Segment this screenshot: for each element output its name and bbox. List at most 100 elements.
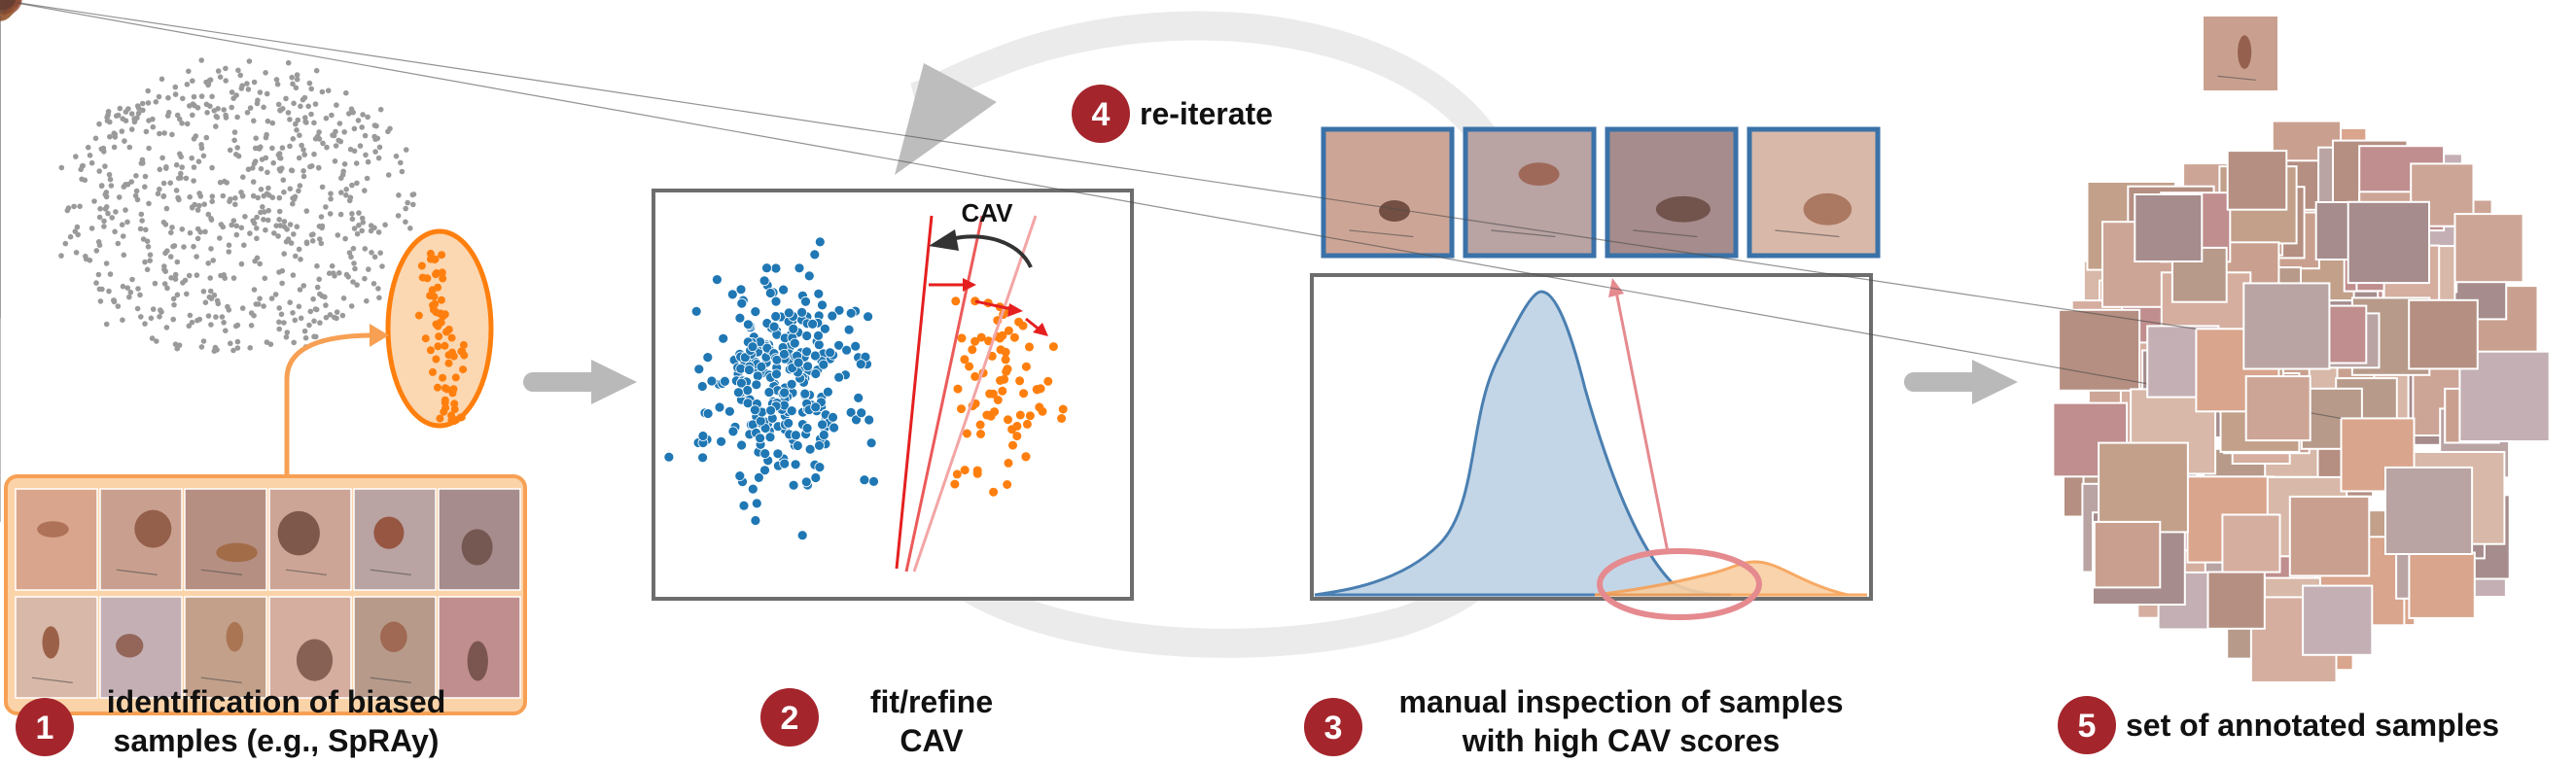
embedding-point (331, 270, 336, 276)
embedding-point (97, 298, 104, 304)
embedding-point (272, 292, 279, 297)
embedding-point (303, 208, 310, 214)
embedding-point (347, 146, 354, 153)
blue-point (827, 310, 838, 322)
embedding-point (134, 115, 140, 121)
embedding-point (131, 119, 138, 125)
sample-background (2347, 200, 2430, 285)
embedding-point (205, 211, 212, 218)
cluster-point (433, 269, 441, 277)
cav-boundary-line-faded (912, 215, 1038, 573)
step1-caption: 1 identification of biased samples (e.g.… (16, 684, 445, 758)
lesion-spot (296, 639, 334, 681)
embedding-point (337, 211, 344, 218)
blue-point (810, 472, 822, 483)
embedding-point (150, 123, 157, 130)
embedding-point (287, 143, 293, 150)
orange-point (951, 296, 961, 306)
embedding-point (287, 117, 293, 122)
embedding-point (333, 128, 338, 135)
embedding-point (98, 183, 105, 189)
embedding-point (395, 213, 402, 219)
embedding-point (308, 86, 315, 92)
orange-point (989, 487, 999, 497)
embedding-point (214, 297, 221, 304)
sample-background (2408, 298, 2479, 370)
blue-point (693, 364, 705, 375)
annotated-sample-thumb (0, 0, 2280, 413)
embedding-point (410, 191, 417, 197)
blue-point (803, 270, 815, 282)
embedding-point (276, 217, 283, 223)
embedding-point (245, 166, 252, 172)
blue-point (843, 324, 855, 335)
embedding-point (137, 226, 144, 232)
embedding-point (263, 70, 268, 76)
embedding-point (403, 219, 408, 226)
embedding-scatter (58, 57, 417, 355)
blue-point (801, 330, 813, 341)
embedding-point (116, 194, 123, 200)
embedding-point (296, 246, 302, 253)
embedding-point (93, 248, 100, 254)
blue-point (763, 387, 775, 398)
embedding-point (258, 209, 264, 216)
embedding-point (393, 153, 400, 159)
embedding-point (365, 114, 371, 121)
embedding-point (403, 205, 409, 212)
embedding-point (108, 183, 115, 189)
blue-point (788, 323, 799, 334)
blue-point (828, 411, 838, 423)
embedding-point (210, 258, 216, 263)
biased-sample-thumb (184, 596, 267, 699)
orange-point (1021, 362, 1031, 371)
lesion-spot (277, 510, 320, 556)
sample-background (2226, 150, 2288, 211)
embedding-point (291, 100, 297, 107)
sample-background (1321, 126, 1455, 259)
embedding-point (133, 188, 140, 194)
embedding-point (102, 191, 109, 197)
embedding-point (264, 191, 270, 197)
biased-samples-grid (15, 488, 521, 699)
embedding-point (311, 151, 317, 157)
cluster-link-arrow (284, 332, 375, 486)
embedding-point (208, 322, 214, 328)
embedding-point (127, 289, 134, 295)
embedding-point (403, 147, 409, 153)
blue-point (759, 448, 771, 460)
blue-point (818, 359, 829, 370)
embedding-point (178, 154, 184, 160)
embedding-point (350, 279, 356, 285)
embedding-point (211, 348, 218, 355)
orange-point (1018, 321, 1028, 330)
embedding-point (251, 79, 258, 86)
embedding-point (281, 189, 287, 195)
blue-point (734, 470, 746, 482)
embedding-point (360, 112, 366, 118)
embedding-point (229, 222, 234, 228)
embedding-point (300, 173, 307, 180)
embedding-point (293, 121, 299, 127)
embedding-point (346, 250, 353, 256)
blue-point (793, 357, 804, 368)
embedding-point (294, 76, 300, 83)
embedding-point (316, 129, 322, 135)
lesion-spot (1655, 195, 1711, 223)
blue-point (853, 392, 865, 403)
biased-sample-thumb (268, 488, 352, 591)
blue-point (738, 500, 750, 511)
embedding-point (220, 192, 227, 199)
orange-point (987, 351, 997, 361)
sample-background (1605, 126, 1739, 259)
embedding-point (123, 207, 128, 213)
orange-point (953, 384, 963, 394)
blue-point (755, 433, 765, 444)
embedding-point (364, 297, 370, 304)
embedding-point (270, 159, 277, 166)
embedding-point (373, 122, 379, 129)
cluster-point (417, 261, 426, 270)
blue-point (750, 306, 761, 318)
embedding-point (222, 178, 228, 185)
embedding-point (352, 265, 358, 272)
